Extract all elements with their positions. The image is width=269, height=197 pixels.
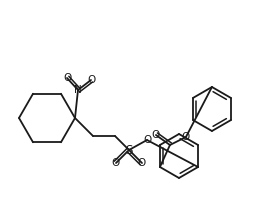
Text: O: O [143, 135, 151, 145]
Text: S: S [125, 143, 133, 156]
Text: O: O [87, 75, 95, 85]
Text: O: O [182, 132, 190, 142]
Text: O: O [138, 158, 146, 168]
Text: O: O [63, 73, 71, 83]
Text: N: N [74, 85, 82, 95]
Text: O: O [152, 130, 160, 140]
Text: O: O [112, 158, 120, 168]
